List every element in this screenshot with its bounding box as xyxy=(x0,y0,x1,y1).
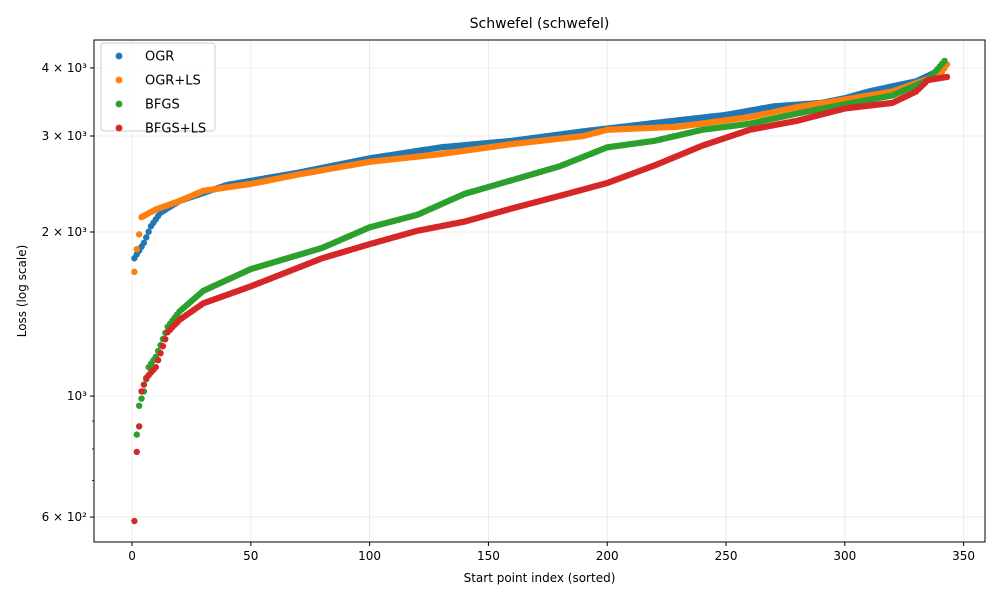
legend: OGR OGR+LS BFGS BFGS+LS xyxy=(100,42,216,137)
x-tick-label: 0 xyxy=(128,549,136,563)
data-point xyxy=(135,402,143,409)
grid-lines xyxy=(94,40,985,542)
y-tick-label: 6 × 10² xyxy=(42,510,88,524)
data-point xyxy=(131,268,138,276)
legend-box xyxy=(100,42,216,132)
legend-label: BFGS xyxy=(145,98,180,113)
axes: 0 50 100 150 200 250 300 350 6 × 10² 10³ 2 × 10³ 3 … xyxy=(42,61,975,563)
x-tick-label: 100 xyxy=(358,549,381,563)
data-point xyxy=(133,431,140,438)
data-point xyxy=(131,517,138,525)
y-tick-label: 10³ xyxy=(67,389,87,403)
data-point xyxy=(162,335,169,343)
legend-marker xyxy=(115,124,123,132)
y-tick-label: 4 × 10³ xyxy=(42,61,88,75)
x-tick-label: 200 xyxy=(596,549,619,563)
data-point xyxy=(133,448,140,456)
legend-marker xyxy=(115,76,123,84)
data-point xyxy=(135,423,143,430)
data-point xyxy=(154,356,162,364)
data-point xyxy=(138,388,145,395)
data-point xyxy=(143,234,150,241)
data-point xyxy=(145,228,152,235)
x-tick-label: 350 xyxy=(952,549,975,563)
series-bfgs-ls xyxy=(131,73,951,525)
x-tick-label: 250 xyxy=(715,549,738,563)
y-tick-label: 3 × 10³ xyxy=(42,129,88,143)
y-axis-label: Loss (log scale) xyxy=(15,245,29,338)
plot-frame xyxy=(93,39,986,543)
series-bfgs xyxy=(133,57,948,438)
data-point xyxy=(138,395,145,402)
data-point xyxy=(133,245,140,253)
y-tick-label: 2 × 10³ xyxy=(42,225,88,239)
data-point xyxy=(159,342,167,350)
legend-marker xyxy=(115,100,123,108)
data-point xyxy=(157,349,164,357)
data-point xyxy=(140,381,148,388)
legend-label: OGR xyxy=(145,50,174,65)
data-point xyxy=(152,363,159,371)
legend-label: BFGS+LS xyxy=(145,122,206,137)
x-axis-label: Start point index (sorted) xyxy=(464,571,616,585)
series-ogr-ls xyxy=(131,61,951,276)
x-tick-label: 300 xyxy=(833,549,856,563)
data-point xyxy=(135,231,143,238)
data-point xyxy=(941,57,948,65)
data-point xyxy=(140,239,148,247)
series-ogr xyxy=(131,61,948,262)
chart-title: Schwefel (schwefel) xyxy=(470,16,610,32)
x-tick-label: 50 xyxy=(243,549,258,563)
x-tick-label: 150 xyxy=(477,549,500,563)
legend-label: OGR+LS xyxy=(145,74,201,89)
data-points xyxy=(131,57,951,525)
legend-marker xyxy=(115,52,123,60)
data-point xyxy=(943,73,951,81)
